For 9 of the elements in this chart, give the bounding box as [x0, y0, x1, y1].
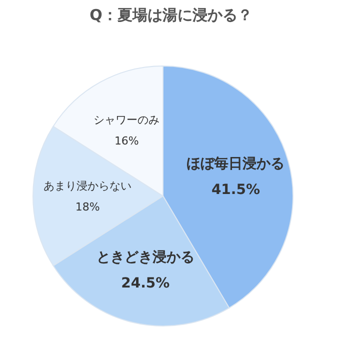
slice-label: ほぼ毎日浸かる [186, 156, 285, 172]
data-label: 16% [114, 134, 139, 148]
slice-label: ときどき浸かる [96, 249, 194, 266]
slice-label: シャワーのみ [94, 113, 160, 126]
chart-title: Q：夏場は湯に浸かる？ [88, 6, 254, 25]
slice-label: あまり浸からない [44, 180, 132, 192]
data-label: 24.5% [121, 275, 170, 292]
data-label: 18% [75, 200, 100, 214]
data-label: 41.5% [211, 182, 260, 198]
